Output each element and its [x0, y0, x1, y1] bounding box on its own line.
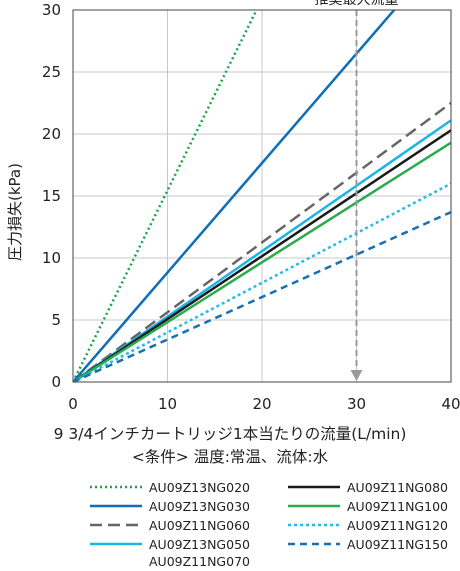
y-tick-label: 0 [51, 373, 61, 391]
series-line-AU09Z13NG030 [73, 10, 396, 382]
plot-frame [72, 9, 452, 383]
legend-item: AU09Z11NG080 [286, 478, 448, 496]
y-tick-label: 25 [42, 63, 61, 81]
x-tick-label: 30 [347, 395, 366, 413]
legend-swatch [90, 485, 142, 489]
legend-item: AU09Z13NG030 [88, 497, 250, 515]
y-tick-label: 20 [42, 125, 61, 143]
legend-label: AU09Z13NG050 [149, 536, 250, 552]
legend-swatch [90, 542, 142, 546]
legend-label: AU09Z11NG060 [149, 517, 250, 533]
condition-note: <条件> 温度:常温、流体:水 [131, 448, 329, 466]
series-line-AU09Z11NG060 [73, 101, 451, 382]
series-line-AU09Z13NG020 [73, 10, 258, 382]
annotation-arrowhead [350, 370, 363, 381]
legend-item: AU09Z11NG060 [88, 516, 250, 534]
y-tick-label: 30 [42, 1, 61, 19]
legend-label: AU09Z11NG080 [347, 479, 448, 495]
legend-label: AU09Z13NG020 [149, 479, 250, 495]
legend-item: AU09Z11NG100 [286, 497, 448, 515]
x-tick-label: 10 [158, 395, 177, 413]
legend-item: AU09Z11NG120 [286, 516, 448, 534]
y-axis-label: 圧力損失(kPa) [6, 163, 24, 261]
pressure-loss-chart: 推奨最大流量 0 10 20 30 40 0 5 10 15 20 25 30 圧力損失(kPa) [6, 0, 460, 413]
x-tick-label: 20 [252, 395, 271, 413]
x-tick-label: 0 [68, 395, 78, 413]
series-layer [73, 10, 451, 382]
legend: AU09Z13NG020 AU09Z13NG030 AU09Z11NG060 AU09… [0, 478, 460, 571]
legend-swatch [288, 542, 340, 546]
legend-swatch [90, 523, 142, 527]
x-tick-label: 40 [441, 395, 460, 413]
legend-swatch [288, 523, 340, 527]
y-tick-label: 15 [42, 187, 61, 205]
legend-label: AU09Z11NG150 [347, 536, 448, 552]
axes: 0 10 20 30 40 0 5 10 15 20 25 30 [42, 1, 460, 413]
y-tick-label: 10 [42, 249, 61, 267]
series-line-AU09Z13NG050 [73, 119, 451, 382]
recommended-flow-annotation: 推奨最大流量 [315, 0, 399, 381]
legend-label: AU09Z11NG100 [347, 498, 448, 514]
series-line-AU09Z11NG120 [73, 182, 451, 382]
legend-swatch [288, 504, 340, 508]
legend-label: AU09Z11NG070 [149, 554, 250, 569]
legend-label: AU09Z11NG120 [347, 517, 448, 533]
x-axis-label: 9 3/4インチカートリッジ1本当たりの流量(L/min) [53, 425, 407, 443]
grid [72, 9, 452, 383]
legend-swatch [288, 485, 340, 489]
legend-item: AU09Z13NG020 [88, 478, 250, 496]
y-tick-label: 5 [51, 311, 61, 329]
legend-label: AU09Z13NG030 [149, 498, 250, 514]
series-line-AU09Z11NG100 [73, 141, 451, 382]
legend-item: AU09Z11NG150 [286, 535, 448, 553]
series-line-AU09Z11NG150 [73, 210, 451, 382]
annotation-label: 推奨最大流量 [315, 0, 399, 8]
series-line-AU09Z11NG080 [73, 129, 451, 382]
legend-item: AU09Z13NG050 [88, 535, 250, 553]
legend-swatch [90, 504, 142, 508]
